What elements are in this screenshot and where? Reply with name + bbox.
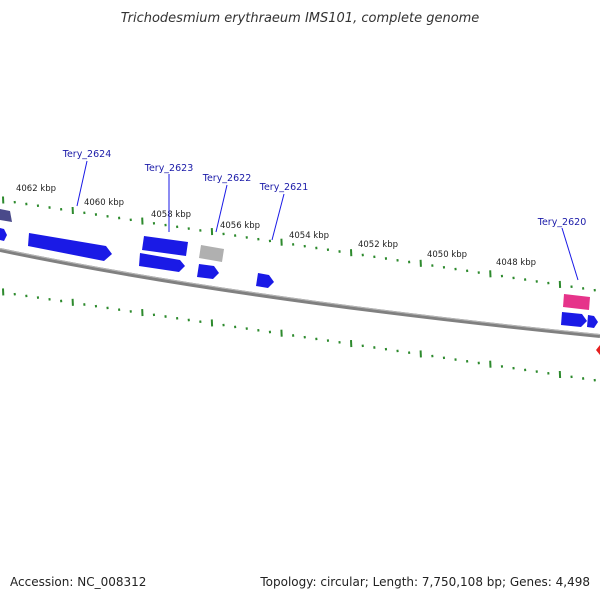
ruler-label: 4060 kbp	[84, 198, 124, 208]
gene-label-tery-2624[interactable]: Tery_2624	[62, 149, 112, 160]
leader-line-tery-2621	[271, 193, 285, 241]
gene-feature-tery-2622[interactable]	[199, 245, 224, 262]
ruler-label: 4054 kbp	[289, 231, 329, 241]
ruler-label: 4062 kbp	[16, 184, 56, 194]
gene-feature-tery-2623[interactable]	[142, 236, 188, 256]
map-title: Trichodesmium erythraeum IMS101, complet…	[121, 11, 480, 26]
gene-label-tery-2620[interactable]: Tery_2620	[537, 217, 587, 228]
gene-feature-edge-red[interactable]	[596, 345, 600, 355]
genome-backbone	[0, 248, 600, 338]
gene-leader-lines	[76, 160, 579, 281]
genome-backbone-highlight	[0, 248, 600, 336]
ruler-label: 4050 kbp	[427, 250, 467, 260]
ruler-label: 4048 kbp	[496, 258, 536, 268]
ruler-ticks-upper	[2, 196, 596, 292]
gene-labels: Tery_2624 Tery_2623 Tery_2622 Tery_2621 …	[62, 149, 587, 228]
gene-feature-dark[interactable]	[0, 209, 12, 222]
gene-feature-tery-2620[interactable]	[563, 294, 590, 310]
gene-feature-strand-b[interactable]	[139, 253, 185, 272]
gene-label-tery-2623[interactable]: Tery_2623	[144, 163, 194, 174]
gene-label-tery-2622[interactable]: Tery_2622	[202, 173, 252, 184]
gene-feature-right-b[interactable]	[587, 315, 598, 328]
ruler-ticks-lower	[2, 288, 596, 382]
ruler-label: 4056 kbp	[220, 221, 260, 231]
gene-feature-tery-2621[interactable]	[256, 273, 274, 288]
gene-feature-right-a[interactable]	[561, 312, 587, 327]
leader-line-tery-2622	[215, 184, 228, 233]
ruler-label: 4058 kbp	[151, 210, 191, 220]
leader-line-tery-2624	[76, 160, 88, 207]
ruler-label: 4052 kbp	[358, 240, 398, 250]
gene-features	[0, 209, 600, 355]
genome-summary-text: Topology: circular; Length: 7,750,108 bp…	[259, 575, 590, 589]
gene-feature-tery-2624[interactable]	[28, 233, 112, 261]
accession-text: Accession: NC_008312	[10, 575, 146, 589]
gene-label-tery-2621[interactable]: Tery_2621	[259, 182, 309, 193]
leader-line-tery-2620	[561, 227, 579, 281]
ruler-labels: 4062 kbp 4060 kbp 4058 kbp 4056 kbp 4054…	[16, 184, 536, 268]
gene-feature-edge[interactable]	[0, 228, 7, 241]
gene-feature-small[interactable]	[197, 264, 219, 279]
